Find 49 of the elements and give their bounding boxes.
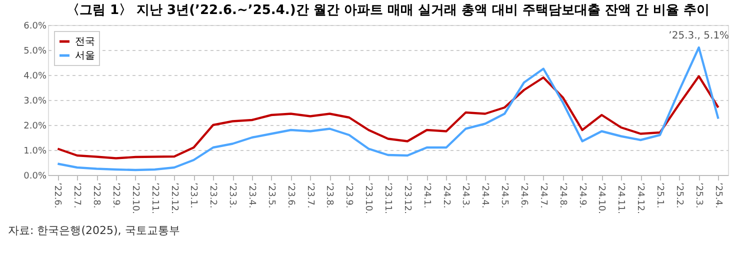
x-tick-label: ’25.1. [654, 182, 664, 208]
x-tick-label: ’24.1. [421, 182, 432, 208]
x-tick-label: ’25.4. [712, 182, 723, 208]
line-series [56, 75, 720, 160]
x-tick-label: ’24.11. [616, 182, 626, 214]
x-tick-label: ’24.10. [596, 182, 606, 214]
x-tick-label: ’22.8. [91, 182, 102, 208]
x-tick-label: ’24.6. [518, 182, 528, 208]
y-tick-label: 3.0% [24, 96, 47, 106]
x-tick-label: ’23.6. [285, 182, 296, 208]
x-tick-label: ’22.11. [149, 182, 160, 214]
y-tick-label: 0.0% [24, 172, 47, 182]
y-tick-label: 2.0% [24, 122, 47, 132]
x-tick-label: ’24.5. [499, 182, 510, 208]
chart-title: 〈그림 1〉 지난 3년(’22.6.~’25.4.)간 월간 아파트 매매 실거래 총액 대비 주택담보대출 잔액 간 비율 추이 [66, 3, 710, 18]
line-series [56, 46, 720, 172]
x-tick-label: ’23.8. [324, 182, 334, 208]
x-tick-label: ’22.7. [72, 182, 82, 208]
x-tick-label: ’24.8. [557, 182, 568, 208]
x-tick-label: ’23.5. [266, 182, 276, 208]
x-tick-label: ’23.2. [208, 182, 218, 208]
annotation: ’25.3., 5.1% [668, 30, 730, 42]
y-tick-label: 6.0% [24, 22, 47, 32]
x-tick-label: ’24.2. [440, 182, 451, 208]
y-tick-label: 4.0% [24, 72, 47, 82]
y-tick-label: 1.0% [24, 146, 47, 156]
x-tick-label: ’23.1. [188, 182, 198, 208]
x-tick-label: ’22.9. [110, 182, 120, 208]
x-tick-label: ’23.4. [246, 182, 256, 208]
x-tick-label: ’25.2. [674, 182, 684, 208]
x-tick-label: ’23.11. [382, 182, 392, 214]
x-tick-label: ’23.10. [363, 182, 374, 214]
x-tick-label: ’22.12. [168, 182, 179, 214]
x-tick-label: ’24.4. [480, 182, 490, 208]
x-tick-label: ’22.6. [52, 182, 62, 208]
y-tick-label: 5.0% [24, 46, 47, 56]
legend-label: 서울 [75, 50, 95, 62]
legend-label: 전국 [75, 36, 95, 48]
x-tick-label: ’24.3. [460, 182, 470, 208]
x-tick-label: ’24.9. [576, 182, 587, 208]
x-tick-label: ’23.12. [402, 182, 412, 214]
x-tick-label: ’23.9. [344, 182, 354, 208]
x-tick-label: ’23.7. [304, 182, 315, 208]
x-tick-label: ’24.7. [538, 182, 548, 208]
x-tick-label: ’24.12. [635, 182, 646, 214]
x-tick-label: ’22.10. [130, 182, 140, 214]
text: 자료: 한국은행(2025), 국토교통부 [8, 224, 180, 237]
x-tick-label: ’25.3. [693, 182, 704, 208]
x-tick-label: ’23.3. [227, 182, 238, 208]
